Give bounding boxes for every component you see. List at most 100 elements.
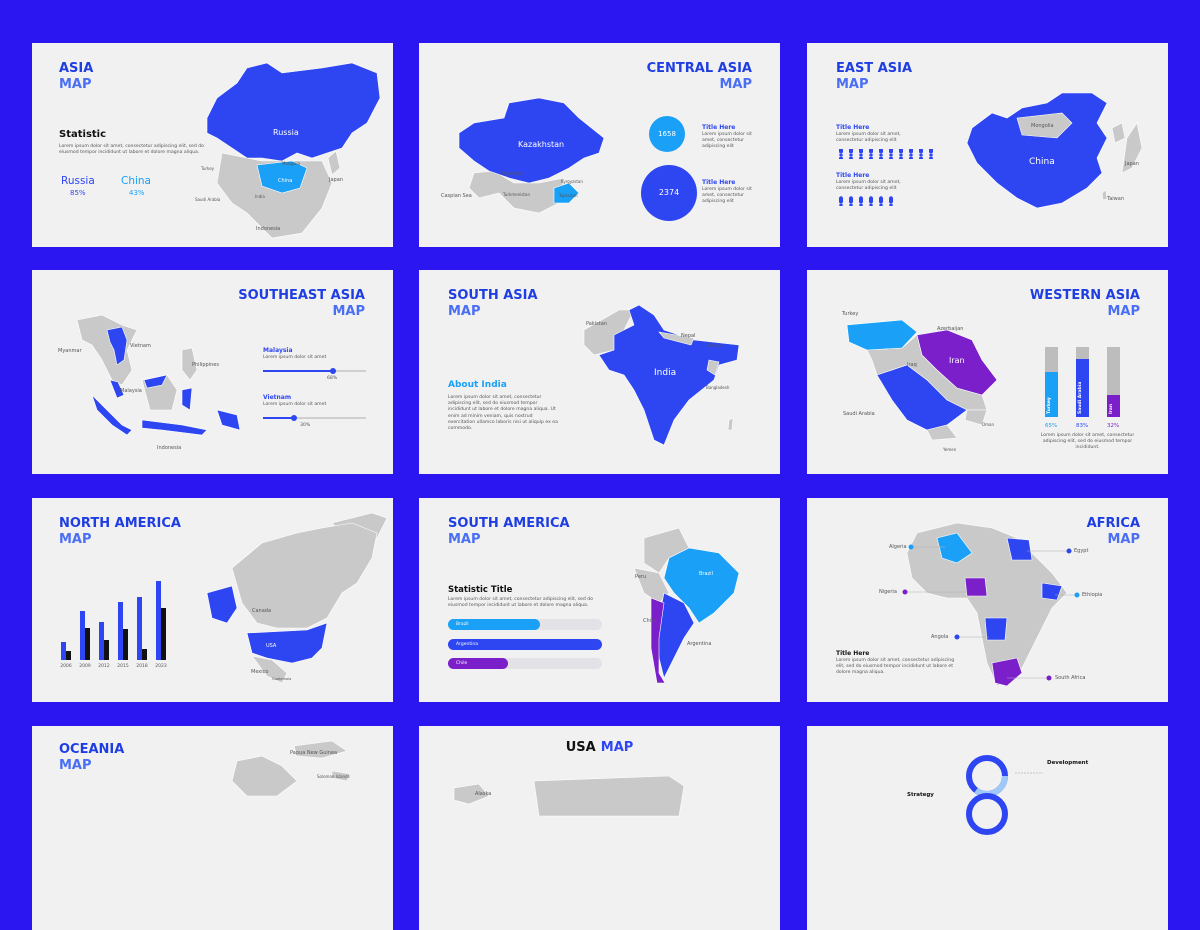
title: AFRICA — [1086, 516, 1140, 531]
x-tick-label: 2018 — [136, 664, 148, 669]
progress-name: Chile — [456, 661, 468, 666]
map-label: Saudi Arabia — [195, 197, 221, 202]
stat-name: Russia — [61, 175, 95, 187]
map-label: Guatemala — [272, 677, 292, 681]
map — [231, 740, 351, 797]
region — [109, 379, 125, 399]
label: Strategy — [907, 792, 934, 798]
x-tick-label: 2015 — [117, 664, 129, 669]
body: Lorem ipsum dolor sit amet, consectetur … — [448, 395, 558, 432]
map-label: Vietnam — [130, 343, 151, 349]
stat-value: 43% — [129, 189, 145, 197]
region — [331, 770, 351, 782]
map-label: Saudi Arabia — [843, 411, 875, 417]
map-label: Caspian Sea — [441, 193, 472, 199]
title: EAST ASIA — [836, 61, 913, 76]
item-heading: Title Here — [836, 124, 870, 131]
callout-dot — [1066, 548, 1072, 554]
slide: NORTH AMERICA MAP 2006 2009 2012 2015 2018 20… — [32, 498, 393, 702]
map-label: Russia — [273, 128, 299, 137]
progress-track: Brazil — [448, 619, 602, 630]
map-label: South Africa — [1055, 675, 1086, 681]
x-tick-label: 2006 — [60, 664, 72, 669]
map-label: Pakistan — [586, 321, 607, 327]
map-label: Iran — [949, 356, 965, 365]
progress-label: 30% — [300, 423, 311, 428]
item-heading: Title Here — [836, 172, 870, 179]
bar — [66, 651, 71, 660]
map-label: Myanmar — [58, 348, 82, 354]
region — [181, 387, 193, 411]
region — [251, 655, 288, 684]
map-label: China — [1029, 157, 1055, 167]
map-label: Solomon Islands — [317, 774, 350, 779]
map-label: Kyrgyzstan — [561, 179, 583, 184]
map-label: Algeria — [889, 544, 907, 550]
map-label: Tajikistan — [559, 193, 578, 198]
bar-chart: 2006 2009 2012 2015 2018 2023 — [60, 570, 186, 669]
bar-name: Turkey — [1046, 397, 1052, 414]
map — [633, 527, 740, 684]
map-label: Oman — [982, 422, 995, 427]
callout-dot — [954, 634, 960, 640]
map-label: Papua New Guinea — [290, 750, 338, 756]
map-label: Turkey — [842, 311, 859, 317]
region — [468, 170, 565, 214]
map-label: Turkmenistan — [503, 192, 530, 197]
map-label: Malaysia — [120, 388, 142, 394]
bar — [118, 601, 123, 660]
subtitle: MAP — [59, 77, 92, 92]
progress-track: Argentina — [448, 639, 602, 650]
progress-body: Lorem ipsum dolor sit amet — [263, 402, 327, 407]
map — [458, 97, 697, 221]
region — [964, 577, 988, 597]
icon-row — [836, 149, 936, 159]
region — [727, 417, 734, 431]
subtitle: MAP — [719, 77, 752, 92]
bar-label: 65% — [1045, 423, 1058, 429]
title-row: USA MAP — [419, 736, 780, 755]
region — [966, 92, 1108, 209]
x-tick-label: 2023 — [155, 664, 167, 669]
title: CENTRAL ASIA — [646, 61, 752, 76]
bar — [142, 649, 147, 660]
map — [76, 314, 241, 436]
bar-name: Iran — [1108, 403, 1114, 414]
subtitle: MAP — [600, 740, 634, 755]
region — [246, 622, 328, 664]
bar-track: Iran — [1107, 347, 1120, 417]
x-tick-label: 2012 — [98, 664, 110, 669]
body: Lorem ipsum dolor sit amet, consectetur … — [448, 597, 593, 609]
region — [1041, 582, 1063, 601]
progress-fill — [263, 368, 337, 374]
map — [583, 304, 740, 446]
callout-dot — [902, 589, 908, 595]
bar — [156, 580, 161, 660]
map-label: Philippines — [192, 362, 219, 368]
item-body: Lorem ipsum dolor sit amet, consectetur … — [702, 187, 752, 205]
x-tick-label: 2009 — [79, 664, 91, 669]
region — [181, 347, 198, 381]
region — [143, 374, 168, 389]
item-body: Lorem ipsum dolor sit amet, consectetur … — [836, 132, 901, 144]
progress-fill — [448, 658, 509, 669]
bar-label: 32% — [1107, 423, 1120, 429]
region — [553, 182, 580, 204]
region — [1006, 537, 1033, 561]
map-label: USA — [266, 643, 277, 649]
region — [256, 160, 308, 194]
stat-circle — [649, 116, 685, 152]
progress-body: Lorem ipsum dolor sit amet — [263, 355, 327, 360]
map-label: India — [654, 368, 677, 378]
map-label: Iraq — [907, 362, 917, 368]
map-label: India — [255, 194, 265, 199]
map-label: Bhutan — [707, 343, 722, 348]
icon-row — [836, 196, 896, 206]
bar — [161, 607, 166, 660]
map-label: Turkey — [201, 166, 215, 171]
subtitle: MAP — [1107, 532, 1140, 547]
region — [650, 597, 666, 684]
item-body: Lorem ipsum dolor sit amet, consectetur … — [702, 132, 752, 150]
region — [706, 359, 720, 376]
region — [846, 319, 918, 351]
